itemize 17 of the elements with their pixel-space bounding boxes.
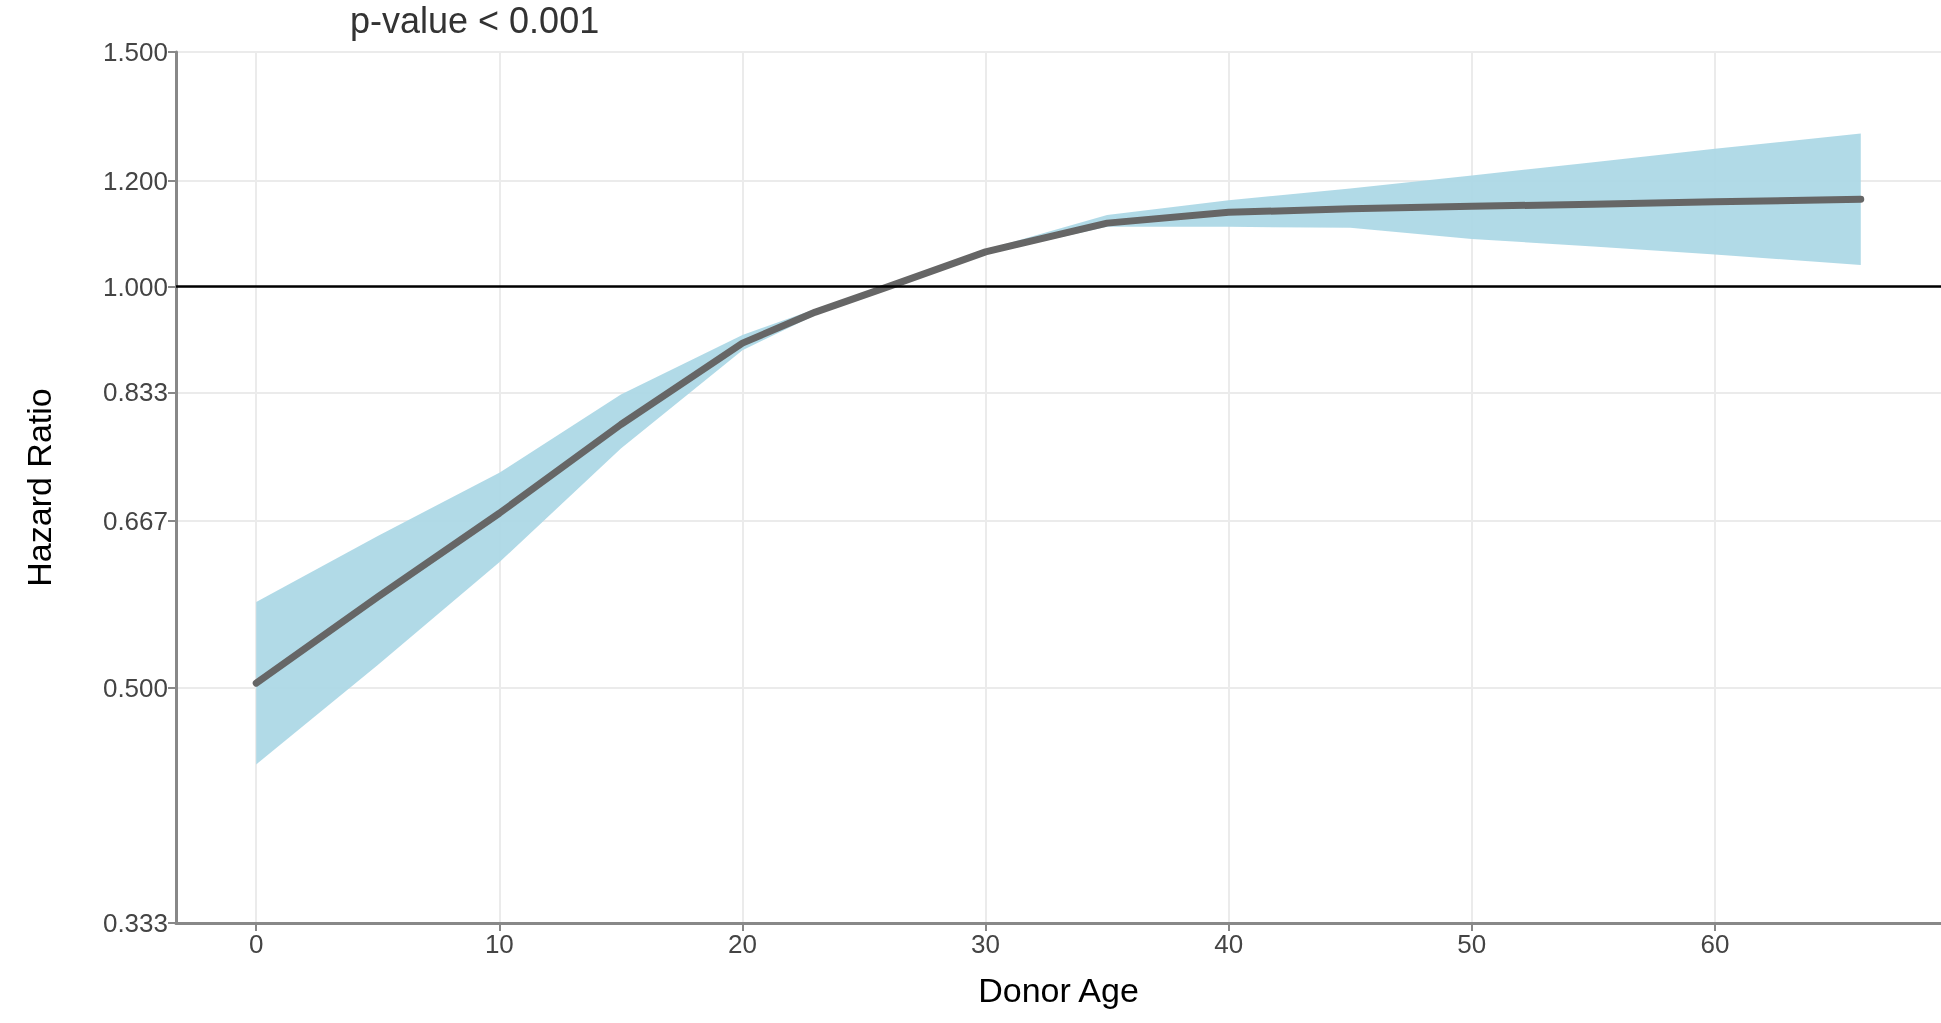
x-axis-title: Donor Age <box>978 971 1139 1009</box>
y-axis-title: Hazard Ratio <box>20 388 58 587</box>
x-tick-label: 30 <box>971 929 1001 959</box>
y-tick-label: 0.667 <box>102 506 168 536</box>
y-tick-label: 0.333 <box>102 908 168 938</box>
x-tick-label: 40 <box>1214 929 1244 959</box>
y-tick-label: 1.200 <box>102 166 168 197</box>
x-tick-label: 60 <box>1700 929 1730 959</box>
x-tick-label: 20 <box>727 929 757 959</box>
y-tick-label: 0.500 <box>102 672 168 703</box>
x-tick-label: 0 <box>248 929 264 959</box>
y-tick-label: 0.833 <box>102 377 168 408</box>
text: p-value < 0.001 <box>350 0 600 41</box>
y-tick-label: 1.000 <box>102 271 168 302</box>
x-tick-label: 50 <box>1457 929 1487 959</box>
y-tick-label: 1.500 <box>102 37 168 67</box>
x-tick-label: 10 <box>484 929 514 959</box>
